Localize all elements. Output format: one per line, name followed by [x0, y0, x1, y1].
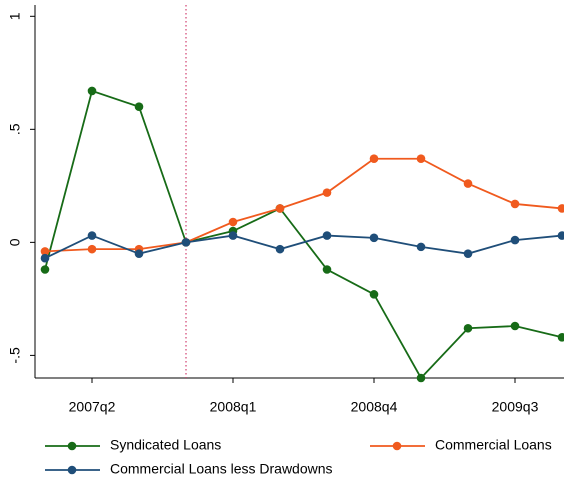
x-tick-label: 2008q1: [210, 399, 257, 415]
y-tick-label: -.5: [7, 347, 23, 364]
point: [557, 231, 564, 240]
point: [369, 233, 379, 243]
y-tick-label: .5: [7, 123, 23, 135]
point: [416, 373, 426, 383]
point: [181, 238, 191, 247]
point: [557, 333, 564, 342]
point: [322, 265, 332, 274]
point: [510, 321, 520, 331]
point: [510, 235, 520, 245]
point: [463, 323, 473, 333]
x-tick-label: 2009q3: [492, 399, 539, 415]
point: [416, 154, 426, 164]
point: [228, 231, 238, 240]
point: [40, 253, 50, 263]
point: [322, 231, 332, 240]
point: [275, 204, 285, 213]
legend-marker: [392, 441, 402, 451]
point: [87, 244, 97, 254]
legend-label: Syndicated Loans: [110, 437, 221, 453]
point: [40, 247, 50, 256]
series-line: [44, 234, 563, 259]
series-line: [44, 157, 563, 253]
y-tick-label: 1: [7, 12, 23, 20]
point: [369, 290, 379, 299]
point: [369, 154, 379, 164]
legend-label: Commercial Loans: [435, 437, 552, 453]
point: [416, 242, 426, 252]
legend-marker: [67, 441, 77, 451]
point: [40, 265, 50, 274]
point: [134, 102, 144, 112]
x-tick-label: 2008q4: [351, 399, 398, 415]
point: [557, 204, 564, 213]
y-tick-label: 0: [7, 238, 23, 246]
series-line: [44, 89, 563, 380]
point: [87, 231, 97, 240]
point: [510, 199, 520, 209]
point: [228, 217, 238, 227]
point: [87, 86, 97, 96]
point: [322, 188, 332, 197]
point: [134, 249, 144, 258]
point: [275, 244, 285, 254]
legend-label: Commercial Loans less Drawdowns: [110, 461, 333, 477]
legend-marker: [67, 465, 77, 475]
point: [463, 179, 473, 188]
point: [463, 249, 473, 258]
x-tick-label: 2007q2: [69, 399, 116, 415]
